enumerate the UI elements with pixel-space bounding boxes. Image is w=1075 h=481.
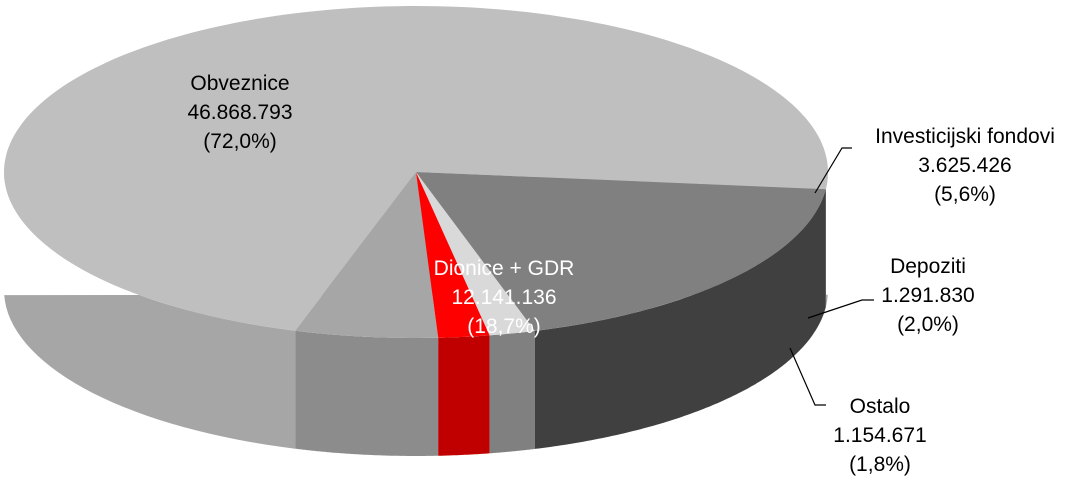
slice-percent: (18,7%) <box>467 315 541 338</box>
pie-slice-1 <box>295 172 439 338</box>
leader-line-1 <box>814 147 852 194</box>
pie-slice-3 <box>416 172 535 336</box>
slice-percent: (2,0%) <box>897 313 959 336</box>
pie-slice-2 <box>416 172 490 338</box>
pie-slice-0 <box>4 6 828 331</box>
slice-value: 1.291.830 <box>881 284 974 307</box>
slice-name: Depoziti <box>890 255 966 278</box>
pie-side-4 <box>534 189 826 449</box>
slice-percent: (1,8%) <box>849 453 911 476</box>
leader-line-2 <box>807 299 874 319</box>
slice-label-3: Ostalo 1.154.671 (1,8%) <box>833 395 926 476</box>
pie-slice-4 <box>416 172 826 331</box>
slice-label-4: Dionice + GDR 12.141.136 (18,7%) <box>434 257 575 338</box>
slice-value: 46.868.793 <box>187 101 292 124</box>
slice-value: 3.625.426 <box>918 154 1011 177</box>
slice-value: 1.154.671 <box>833 424 926 447</box>
slice-percent: (72,0%) <box>203 130 277 153</box>
pie-tops <box>4 6 828 338</box>
slice-label-2: Depoziti 1.291.830 (2,0%) <box>881 255 974 336</box>
slice-name: Ostalo <box>850 395 911 418</box>
slice-value: 12.141.136 <box>451 286 556 309</box>
slice-label-0: Obveznice 46.868.793 (72,0%) <box>187 72 292 153</box>
slice-labels: Obveznice 46.868.793 (72,0%) Investicijski … <box>187 72 1054 476</box>
slice-name: Dionice + GDR <box>434 257 575 280</box>
slice-name: Investicijski fondovi <box>875 125 1055 148</box>
slice-label-1: Investicijski fondovi 3.625.426 (5,6%) <box>875 125 1055 206</box>
leader-line-3 <box>789 347 826 406</box>
pie-side-1 <box>295 330 439 456</box>
leader-lines <box>789 147 874 406</box>
slice-name: Obveznice <box>190 72 289 95</box>
pie-side-3 <box>489 330 535 454</box>
pie-side-2 <box>438 335 490 456</box>
slice-percent: (5,6%) <box>934 183 996 206</box>
